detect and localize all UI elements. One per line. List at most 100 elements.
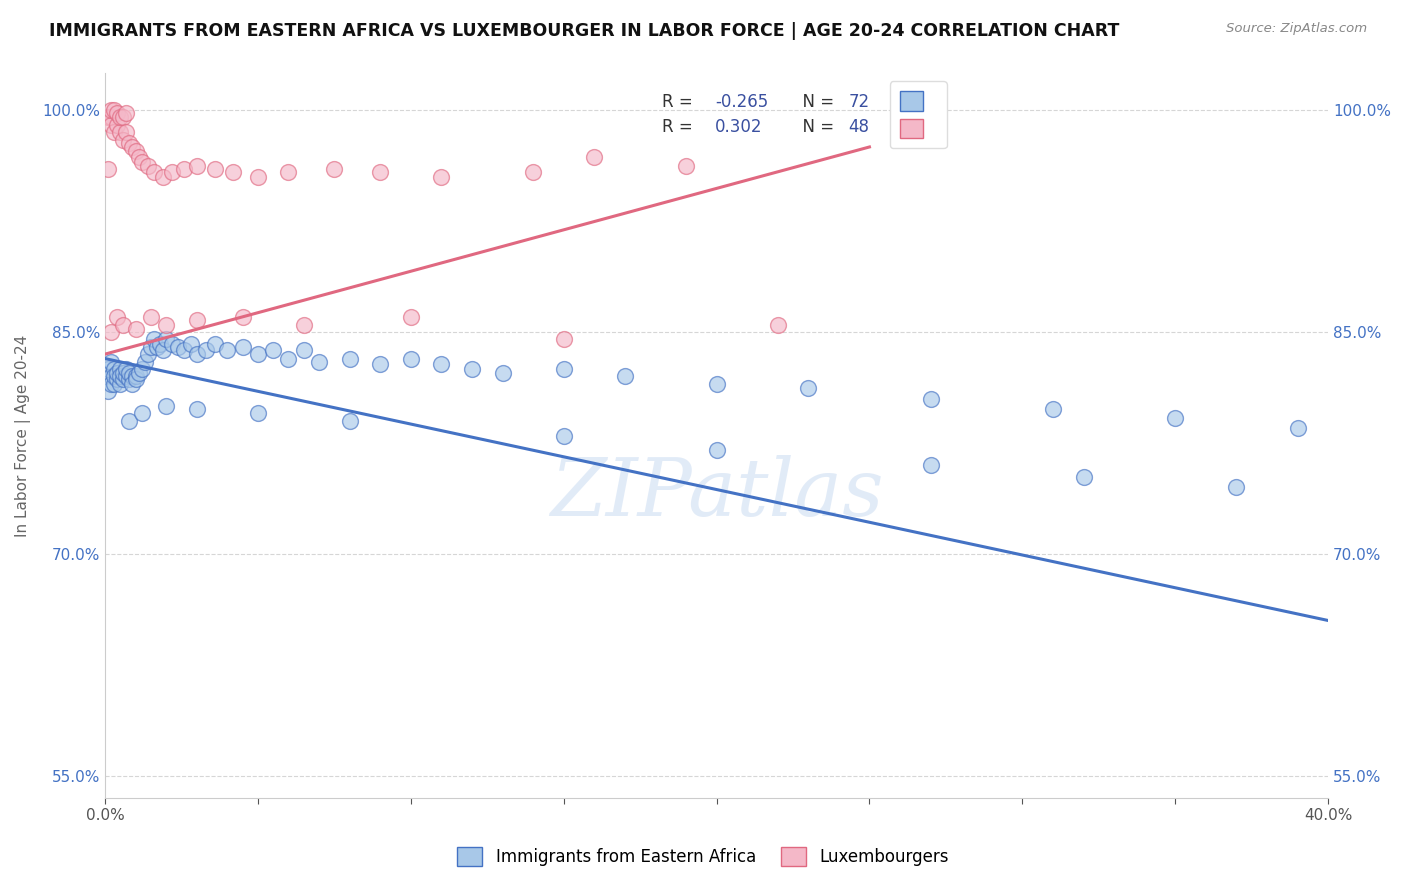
Point (204, 336, 226, 351)
Point (112, 318, 135, 332)
Point (675, 159, 697, 173)
Point (128, 150, 150, 164)
Point (105, 367, 128, 381)
Point (246, 406, 269, 420)
Point (142, 332, 165, 346)
Legend: Immigrants from Eastern Africa, Luxembourgers: Immigrants from Eastern Africa, Luxembou… (451, 840, 955, 873)
Point (100, 354, 122, 368)
Point (162, 336, 184, 351)
Point (115, 106, 138, 120)
Point (112, 132, 135, 146)
Point (115, 362, 138, 376)
Point (204, 162, 226, 177)
Point (105, 118, 128, 132)
Point (110, 369, 132, 384)
Point (121, 369, 143, 384)
Text: IMMIGRANTS FROM EASTERN AFRICA VS LUXEMBOURGER IN LABOR FORCE | AGE 20-24 CORREL: IMMIGRANTS FROM EASTERN AFRICA VS LUXEMB… (49, 22, 1119, 40)
Text: 72: 72 (849, 94, 870, 112)
Point (121, 376, 143, 391)
Point (124, 145, 146, 159)
Point (134, 354, 156, 368)
Point (553, 428, 575, 442)
Point (146, 340, 169, 354)
Point (100, 369, 122, 384)
Point (1286, 421, 1309, 435)
Point (583, 150, 606, 164)
Point (97, 384, 120, 398)
Point (139, 340, 162, 354)
Point (522, 165, 544, 179)
Point (131, 362, 153, 376)
Point (1073, 470, 1095, 484)
Point (277, 165, 299, 179)
Point (461, 362, 484, 376)
Point (167, 340, 190, 354)
Point (105, 372, 128, 386)
Point (118, 372, 141, 386)
Point (100, 111, 122, 125)
Point (217, 343, 239, 357)
Point (110, 376, 132, 391)
Point (131, 154, 153, 169)
Point (246, 169, 269, 184)
Point (103, 362, 125, 376)
Point (100, 103, 122, 117)
Point (173, 162, 195, 177)
Point (142, 165, 165, 179)
Point (706, 376, 728, 391)
Point (136, 159, 159, 173)
Point (173, 343, 195, 357)
Point (1225, 480, 1247, 494)
Point (1164, 410, 1187, 425)
Point (110, 125, 132, 139)
Text: 0.302: 0.302 (716, 118, 763, 136)
Point (110, 362, 132, 376)
Point (152, 169, 174, 184)
Point (121, 140, 143, 154)
Point (399, 351, 422, 366)
Point (186, 313, 208, 327)
Point (613, 369, 636, 384)
Point (180, 336, 202, 351)
Point (1042, 401, 1064, 416)
Point (105, 106, 128, 120)
Point (194, 343, 217, 357)
Point (149, 336, 172, 351)
Point (186, 159, 208, 173)
Point (118, 136, 141, 150)
Point (110, 111, 132, 125)
Point (97, 362, 120, 376)
Point (155, 332, 177, 346)
Point (105, 310, 128, 325)
Point (128, 367, 150, 381)
Point (308, 354, 330, 368)
Point (118, 367, 141, 381)
Point (139, 310, 162, 325)
Point (430, 358, 453, 372)
Point (100, 376, 122, 391)
Point (112, 367, 135, 381)
Point (797, 381, 820, 395)
Point (186, 401, 208, 416)
Point (112, 372, 135, 386)
Text: -0.265: -0.265 (716, 94, 769, 112)
Point (399, 310, 422, 325)
Point (155, 399, 177, 413)
Point (277, 351, 299, 366)
Point (368, 165, 391, 179)
Point (124, 322, 146, 336)
Point (222, 165, 245, 179)
Point (766, 318, 789, 332)
Point (339, 351, 361, 366)
Point (186, 347, 208, 361)
Point (246, 347, 269, 361)
Point (115, 369, 138, 384)
Point (706, 443, 728, 458)
Point (124, 369, 146, 384)
Point (155, 318, 177, 332)
Legend: , : , (890, 81, 946, 148)
Text: R =: R = (661, 118, 703, 136)
Point (368, 358, 391, 372)
Text: N =: N = (793, 118, 839, 136)
Point (103, 103, 125, 117)
